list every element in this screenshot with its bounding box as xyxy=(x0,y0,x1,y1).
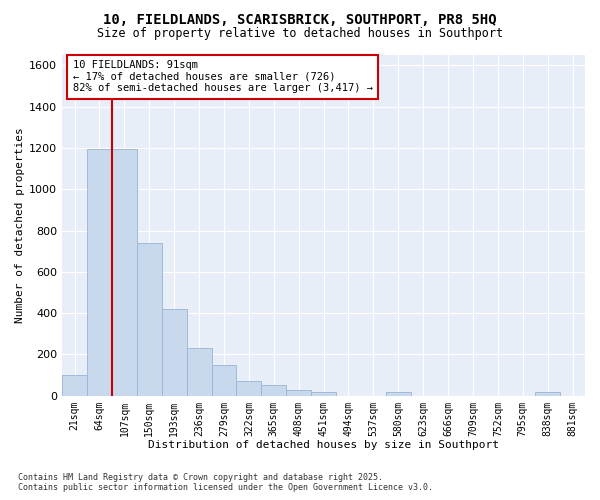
Bar xyxy=(262,386,286,396)
Bar xyxy=(162,309,187,396)
Bar xyxy=(137,243,162,396)
Bar xyxy=(62,375,87,396)
Bar xyxy=(236,382,262,396)
Bar xyxy=(187,348,212,396)
X-axis label: Distribution of detached houses by size in Southport: Distribution of detached houses by size … xyxy=(148,440,499,450)
Text: Size of property relative to detached houses in Southport: Size of property relative to detached ho… xyxy=(97,28,503,40)
Y-axis label: Number of detached properties: Number of detached properties xyxy=(15,128,25,323)
Text: 10, FIELDLANDS, SCARISBRICK, SOUTHPORT, PR8 5HQ: 10, FIELDLANDS, SCARISBRICK, SOUTHPORT, … xyxy=(103,12,497,26)
Bar xyxy=(212,364,236,396)
Bar xyxy=(386,392,411,396)
Bar xyxy=(87,149,112,396)
Text: 10 FIELDLANDS: 91sqm
← 17% of detached houses are smaller (726)
82% of semi-deta: 10 FIELDLANDS: 91sqm ← 17% of detached h… xyxy=(73,60,373,94)
Bar xyxy=(535,392,560,396)
Bar xyxy=(311,392,336,396)
Text: Contains HM Land Registry data © Crown copyright and database right 2025.
Contai: Contains HM Land Registry data © Crown c… xyxy=(18,473,433,492)
Bar xyxy=(286,390,311,396)
Bar xyxy=(112,149,137,396)
